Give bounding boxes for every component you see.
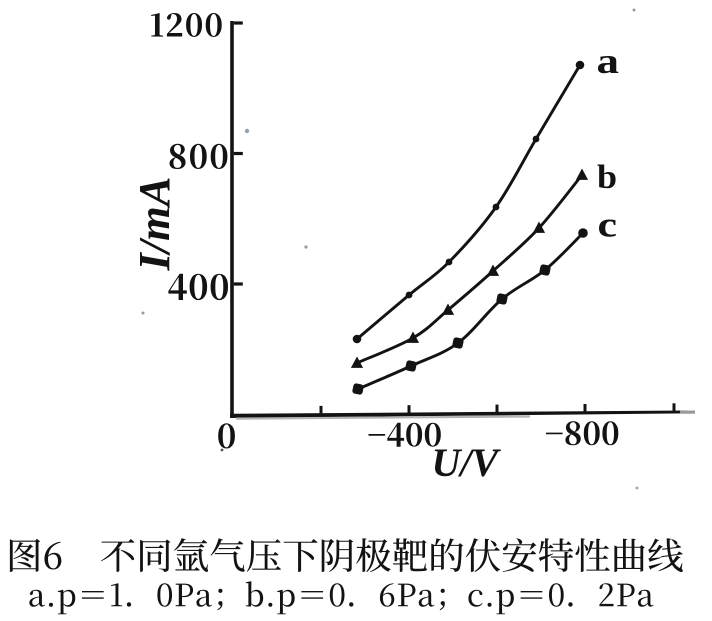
svg-text:a: a: [597, 41, 620, 81]
svg-text:I/mA: I/mA: [129, 177, 179, 272]
svg-text:U/V: U/V: [432, 440, 502, 485]
svg-text:c: c: [598, 204, 617, 244]
svg-text:b: b: [597, 158, 617, 196]
